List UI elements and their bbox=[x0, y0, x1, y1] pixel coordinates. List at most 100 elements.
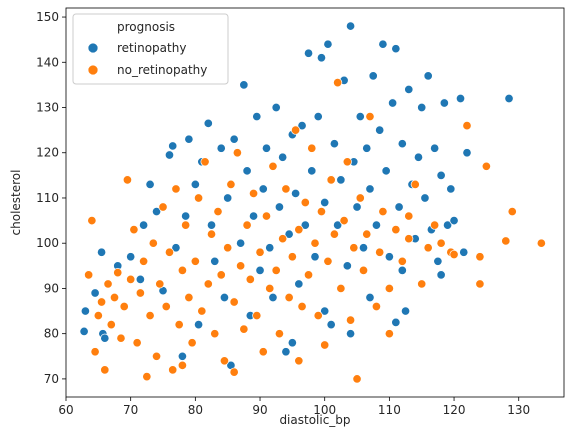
legend-marker-retinopathy bbox=[87, 42, 99, 54]
point-no-retinopathy-99 bbox=[436, 238, 446, 248]
point-retinopathy-104 bbox=[365, 292, 375, 303]
point-no-retinopathy-78 bbox=[336, 283, 346, 293]
point-retinopathy-105 bbox=[320, 306, 330, 316]
point-no-retinopathy-109 bbox=[449, 249, 459, 260]
point-no-retinopathy-82 bbox=[349, 243, 359, 253]
y-tick-label-90: 90 bbox=[44, 281, 59, 295]
point-retinopathy-1 bbox=[80, 306, 90, 316]
point-retinopathy-92 bbox=[436, 170, 446, 180]
point-no-retinopathy-43 bbox=[223, 243, 233, 253]
point-no-retinopathy-4 bbox=[97, 297, 107, 307]
point-retinopathy-93 bbox=[439, 98, 449, 108]
y-tick-label-130: 130 bbox=[36, 101, 59, 115]
point-no-retinopathy-85 bbox=[358, 265, 369, 275]
point-no-retinopathy-111 bbox=[294, 356, 304, 366]
point-no-retinopathy-15 bbox=[132, 338, 142, 348]
point-retinopathy-40 bbox=[268, 292, 278, 303]
point-retinopathy-60 bbox=[333, 220, 343, 230]
point-no-retinopathy-14 bbox=[129, 225, 139, 235]
point-no-retinopathy-17 bbox=[139, 256, 149, 266]
x-axis: 60 70 80 90 100 110 120 130 bbox=[58, 397, 530, 417]
point-no-retinopathy-104 bbox=[481, 161, 491, 171]
point-retinopathy-77 bbox=[388, 98, 398, 108]
point-no-retinopathy-64 bbox=[291, 125, 301, 135]
point-no-retinopathy-90 bbox=[378, 207, 388, 217]
point-retinopathy-98 bbox=[459, 247, 469, 257]
plot-area bbox=[65, 7, 565, 398]
point-no-retinopathy-93 bbox=[397, 256, 407, 266]
point-retinopathy-17 bbox=[181, 211, 191, 221]
point-retinopathy-107 bbox=[436, 270, 446, 280]
point-no-retinopathy-91 bbox=[384, 283, 394, 293]
point-no-retinopathy-21 bbox=[152, 351, 162, 361]
point-retinopathy-106 bbox=[397, 265, 407, 275]
point-retinopathy-35 bbox=[252, 112, 262, 122]
point-retinopathy-97 bbox=[455, 93, 466, 104]
point-no-retinopathy-95 bbox=[410, 179, 420, 189]
y-axis-label: cholesterol bbox=[9, 170, 23, 236]
point-no-retinopathy-92 bbox=[391, 225, 401, 235]
point-retinopathy-56 bbox=[320, 197, 330, 208]
point-retinopathy-101 bbox=[391, 317, 401, 327]
point-no-retinopathy-69 bbox=[307, 143, 317, 153]
point-retinopathy-48 bbox=[294, 279, 304, 289]
point-no-retinopathy-105 bbox=[501, 236, 511, 246]
point-no-retinopathy-56 bbox=[265, 283, 275, 293]
point-no-retinopathy-7 bbox=[106, 320, 116, 330]
x-tick-label-70: 70 bbox=[123, 403, 138, 417]
point-retinopathy-78 bbox=[391, 44, 401, 54]
point-retinopathy-66 bbox=[352, 202, 362, 212]
point-retinopathy-2 bbox=[90, 288, 100, 298]
point-no-retinopathy-96 bbox=[417, 279, 427, 289]
point-no-retinopathy-102 bbox=[475, 252, 485, 262]
point-retinopathy-42 bbox=[274, 202, 284, 212]
point-retinopathy-38 bbox=[261, 143, 272, 153]
point-no-retinopathy-48 bbox=[239, 324, 249, 334]
point-no-retinopathy-28 bbox=[174, 320, 184, 330]
point-no-retinopathy-9 bbox=[113, 268, 123, 278]
point-no-retinopathy-19 bbox=[145, 311, 155, 321]
point-retinopathy-91 bbox=[433, 256, 443, 266]
point-no-retinopathy-110 bbox=[404, 211, 414, 221]
y-tick-label-120: 120 bbox=[36, 146, 59, 160]
point-no-retinopathy-37 bbox=[203, 279, 213, 289]
point-retinopathy-87 bbox=[420, 193, 430, 203]
point-retinopathy-15 bbox=[171, 243, 181, 253]
point-retinopathy-10 bbox=[145, 179, 155, 189]
point-no-retinopathy-83 bbox=[352, 374, 362, 384]
point-retinopathy-24 bbox=[210, 256, 220, 266]
point-no-retinopathy-55 bbox=[261, 211, 272, 221]
point-no-retinopathy-74 bbox=[323, 256, 333, 266]
point-no-retinopathy-34 bbox=[194, 193, 204, 203]
plot-frame bbox=[65, 7, 565, 398]
y-tick-label-100: 100 bbox=[36, 236, 59, 250]
point-no-retinopathy-58 bbox=[271, 265, 281, 275]
y-tick-label-140: 140 bbox=[36, 55, 59, 69]
point-no-retinopathy-101 bbox=[462, 121, 472, 131]
point-retinopathy-30 bbox=[236, 238, 246, 248]
x-tick-label-130: 130 bbox=[507, 403, 530, 417]
point-no-retinopathy-86 bbox=[362, 229, 372, 239]
point-no-retinopathy-51 bbox=[249, 188, 259, 198]
point-no-retinopathy-33 bbox=[190, 256, 200, 266]
point-no-retinopathy-5 bbox=[100, 365, 110, 375]
point-no-retinopathy-88 bbox=[371, 301, 381, 312]
point-no-retinopathy-20 bbox=[148, 238, 158, 248]
point-no-retinopathy-26 bbox=[168, 365, 178, 375]
point-no-retinopathy-36 bbox=[200, 157, 210, 167]
point-retinopathy-27 bbox=[223, 193, 233, 203]
point-retinopathy-67 bbox=[355, 112, 365, 122]
point-retinopathy-81 bbox=[400, 306, 411, 316]
point-retinopathy-103 bbox=[346, 329, 356, 339]
point-no-retinopathy-98 bbox=[430, 220, 440, 230]
point-no-retinopathy-77 bbox=[333, 78, 343, 88]
point-retinopathy-85 bbox=[413, 152, 424, 162]
point-no-retinopathy-6 bbox=[103, 279, 113, 289]
point-retinopathy-31 bbox=[239, 80, 249, 90]
y-tick-label-70: 70 bbox=[44, 372, 59, 386]
point-retinopathy-71 bbox=[368, 71, 378, 81]
point-no-retinopathy-24 bbox=[161, 301, 171, 312]
point-no-retinopathy-60 bbox=[278, 234, 288, 244]
point-retinopathy-80 bbox=[397, 139, 407, 149]
